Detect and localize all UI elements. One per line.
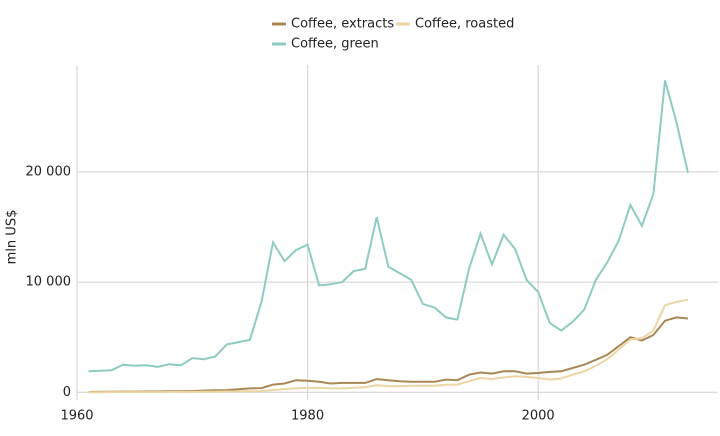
legend-label: Coffee, roasted bbox=[415, 17, 514, 32]
legend-label: Coffee, extracts bbox=[291, 17, 394, 32]
x-tick-label: 1980 bbox=[291, 409, 324, 424]
y-tick-label: 0 bbox=[63, 385, 71, 400]
x-tick-label: 1960 bbox=[60, 409, 93, 424]
x-tick-label: 2000 bbox=[522, 409, 555, 424]
y-tick-label: 20 000 bbox=[26, 164, 72, 179]
line bbox=[88, 298, 689, 394]
line bbox=[88, 80, 689, 373]
y-axis-label: mln US$ bbox=[5, 210, 20, 265]
line bbox=[88, 316, 689, 393]
legend-label: Coffee, green bbox=[291, 37, 379, 52]
y-tick-label: 10 000 bbox=[26, 275, 72, 290]
